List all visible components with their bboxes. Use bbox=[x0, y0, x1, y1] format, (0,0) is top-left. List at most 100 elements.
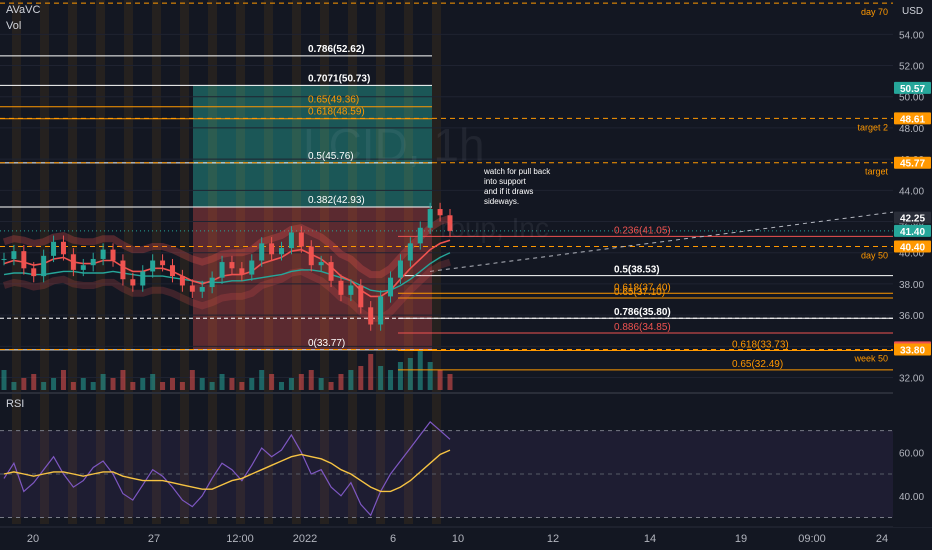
candle-body bbox=[437, 209, 443, 216]
level-labels: 0.786(52.62)0.7071(50.73)0.65(49.36)0.61… bbox=[308, 7, 888, 370]
time-tick-label: 24 bbox=[876, 533, 888, 545]
volume-bar bbox=[259, 370, 265, 390]
candle-body bbox=[447, 215, 453, 231]
grid bbox=[0, 33, 932, 528]
price-tick-label: 48.00 bbox=[899, 124, 924, 135]
volume-bar bbox=[427, 362, 433, 390]
volume-bars bbox=[1, 350, 453, 390]
price-tick-label: 40.00 bbox=[899, 249, 924, 260]
candle-body bbox=[417, 227, 423, 244]
price-tick-label: 50.00 bbox=[899, 93, 924, 104]
price-badge bbox=[894, 240, 931, 253]
company-watermark: roup, Inc bbox=[440, 212, 549, 243]
fib-label: 0.786(35.80) bbox=[614, 307, 671, 318]
session-stripe bbox=[180, 0, 189, 524]
volume-bar bbox=[120, 370, 126, 390]
time-tick-label: 19 bbox=[735, 533, 747, 545]
key-level-label: day 70 bbox=[861, 7, 888, 17]
time-tick-label: 14 bbox=[644, 533, 656, 545]
volume-bar bbox=[140, 378, 146, 390]
symbol-watermark: LCID, 1h bbox=[303, 119, 485, 171]
key-level-label: target 2 bbox=[857, 122, 888, 132]
time-tick-label: 2022 bbox=[293, 533, 317, 545]
volume-bar bbox=[397, 362, 403, 390]
rsi-ma-line bbox=[3, 449, 451, 493]
time-axis: 20 27 12:00 2022 6 10 12 14 19 09:00 24 bbox=[27, 533, 888, 545]
time-tick-label: 12 bbox=[547, 533, 559, 545]
session-stripe bbox=[236, 0, 245, 524]
volume-bar bbox=[249, 378, 255, 390]
price-tick-label: 32.00 bbox=[899, 374, 924, 385]
note-line: and if it draws bbox=[484, 187, 534, 196]
volume-bar bbox=[348, 370, 354, 390]
price-badge-text: 50.57 bbox=[900, 84, 925, 95]
candle-body bbox=[169, 265, 175, 277]
candle-body bbox=[110, 249, 116, 261]
volume-bar bbox=[100, 374, 106, 390]
volume-bar bbox=[179, 382, 185, 390]
volume-bar bbox=[70, 382, 76, 390]
vwap-line bbox=[3, 252, 451, 293]
target-zone bbox=[193, 85, 432, 208]
volume-bar bbox=[407, 358, 413, 390]
fib-label: 0.618(37.40) bbox=[614, 282, 671, 293]
volume-bar bbox=[279, 382, 285, 390]
indicator-label-avavc[interactable]: AVaVC bbox=[6, 4, 41, 16]
note-line: into support bbox=[484, 177, 526, 186]
fib-label: 0.382(42.93) bbox=[308, 195, 365, 206]
candle-body bbox=[229, 262, 235, 269]
volume-bar bbox=[160, 382, 166, 390]
key-level-label: target bbox=[865, 167, 889, 177]
fib-label: 0.5(38.53) bbox=[614, 265, 660, 276]
candle-body bbox=[41, 255, 47, 277]
rsi-pane-label[interactable]: RSI bbox=[6, 398, 25, 410]
price-axis: 54.0052.0050.0048.0046.0044.0042.0040.00… bbox=[893, 0, 932, 527]
volume-bar bbox=[388, 370, 394, 390]
currency-label[interactable]: USD bbox=[902, 6, 924, 17]
candle-body bbox=[259, 243, 265, 261]
volume-bar bbox=[1, 370, 7, 390]
candle-body bbox=[388, 277, 394, 297]
volume-bar bbox=[298, 374, 304, 390]
candle-body bbox=[140, 271, 146, 286]
fib-label: 0.5(45.76) bbox=[308, 151, 354, 162]
candle-body bbox=[318, 262, 324, 266]
price-badge-text: 48.61 bbox=[900, 114, 925, 125]
candle-body bbox=[358, 285, 364, 308]
time-tick-label: 27 bbox=[148, 533, 160, 545]
session-stripe bbox=[404, 0, 413, 524]
candle-body bbox=[407, 243, 413, 261]
fib-label: 0.65(37.10) bbox=[614, 287, 665, 298]
volume-bar bbox=[447, 374, 453, 390]
volume-bar bbox=[41, 382, 47, 390]
session-stripe bbox=[208, 0, 217, 524]
candle-body bbox=[219, 262, 225, 278]
candle-body bbox=[130, 279, 136, 286]
rsi-line bbox=[3, 421, 451, 517]
rsi-band bbox=[0, 430, 893, 518]
volume-bar bbox=[90, 382, 96, 390]
ema-band-lower bbox=[2, 258, 452, 322]
price-badge bbox=[894, 156, 931, 169]
candle-body bbox=[90, 258, 96, 266]
candle-body bbox=[308, 246, 314, 266]
candle-body bbox=[298, 232, 304, 247]
time-tick-label: 20 bbox=[27, 533, 39, 545]
volume-bar bbox=[169, 378, 175, 390]
price-series bbox=[1, 202, 453, 331]
candle-body bbox=[288, 232, 294, 249]
candle-body bbox=[279, 248, 285, 255]
candle-body bbox=[1, 258, 7, 260]
price-tick-label: 52.00 bbox=[899, 62, 924, 73]
note-line: watch for pull back bbox=[484, 167, 551, 176]
fib-label: 0.786(52.62) bbox=[308, 44, 365, 55]
indicator-label-vol[interactable]: Vol bbox=[6, 20, 22, 32]
rsi-tick-label: 40.00 bbox=[899, 492, 924, 503]
session-stripe bbox=[432, 0, 441, 524]
candle-body bbox=[189, 285, 195, 292]
candle-body bbox=[60, 241, 66, 255]
key-level-label: week 50 bbox=[853, 353, 888, 363]
candle-body bbox=[397, 260, 403, 278]
volume-bar bbox=[308, 370, 314, 390]
